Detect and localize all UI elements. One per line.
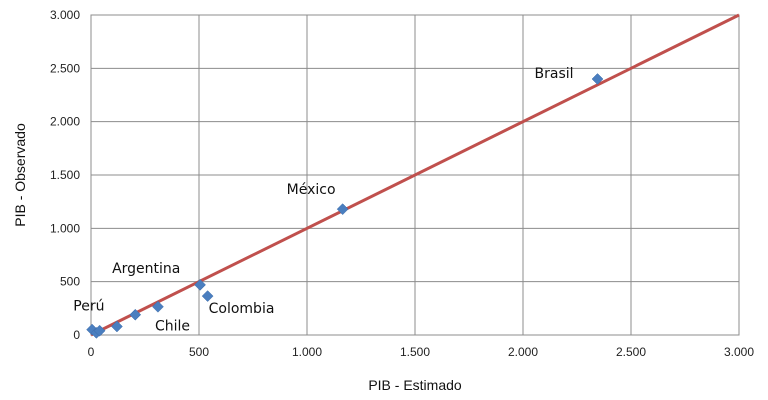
point-label: Perú bbox=[73, 299, 104, 315]
data-point bbox=[336, 203, 349, 215]
point-label: Chile bbox=[155, 319, 190, 335]
x-tick-label: 1.000 bbox=[292, 345, 322, 359]
data-point bbox=[111, 320, 123, 333]
point-label: Colombia bbox=[209, 301, 275, 317]
y-tick-label: 2.000 bbox=[50, 115, 80, 129]
point-label: Argentina bbox=[112, 261, 180, 277]
data-point bbox=[194, 279, 206, 291]
y-tick-label: 3.000 bbox=[50, 8, 80, 22]
data-point bbox=[591, 73, 604, 85]
y-tick-label: 1.500 bbox=[50, 168, 80, 182]
x-axis-title: PIB - Estimado bbox=[368, 377, 462, 393]
point-label: Brasil bbox=[535, 66, 574, 82]
point-labels: Brasil México Argentina Colombia Perú Chile bbox=[73, 66, 573, 335]
x-tick-label: 3.000 bbox=[724, 345, 754, 359]
x-tick-label: 1.500 bbox=[400, 345, 430, 359]
y-tick-label: 0 bbox=[73, 328, 80, 342]
y-tick-label: 500 bbox=[60, 275, 80, 289]
x-tick-label: 500 bbox=[189, 345, 209, 359]
point-label: México bbox=[287, 182, 336, 198]
x-tick-label: 0 bbox=[88, 345, 95, 359]
y-tick-label: 2.500 bbox=[50, 61, 80, 75]
y-axis-title: PIB - Observado bbox=[12, 123, 28, 227]
data-point bbox=[93, 324, 106, 337]
y-tick-labels: 0 500 1.000 1.500 2.000 2.500 3.000 bbox=[50, 8, 80, 342]
data-point bbox=[152, 300, 164, 313]
data-points bbox=[86, 73, 604, 339]
x-tick-labels: 0 500 1.000 1.500 2.000 2.500 3.000 bbox=[88, 345, 755, 359]
x-tick-label: 2.500 bbox=[616, 345, 646, 359]
data-point bbox=[201, 290, 214, 302]
y-tick-label: 1.000 bbox=[50, 221, 80, 235]
plot-area-frame bbox=[90, 14, 740, 336]
data-point bbox=[129, 308, 142, 321]
x-tick-label: 2.000 bbox=[508, 345, 538, 359]
